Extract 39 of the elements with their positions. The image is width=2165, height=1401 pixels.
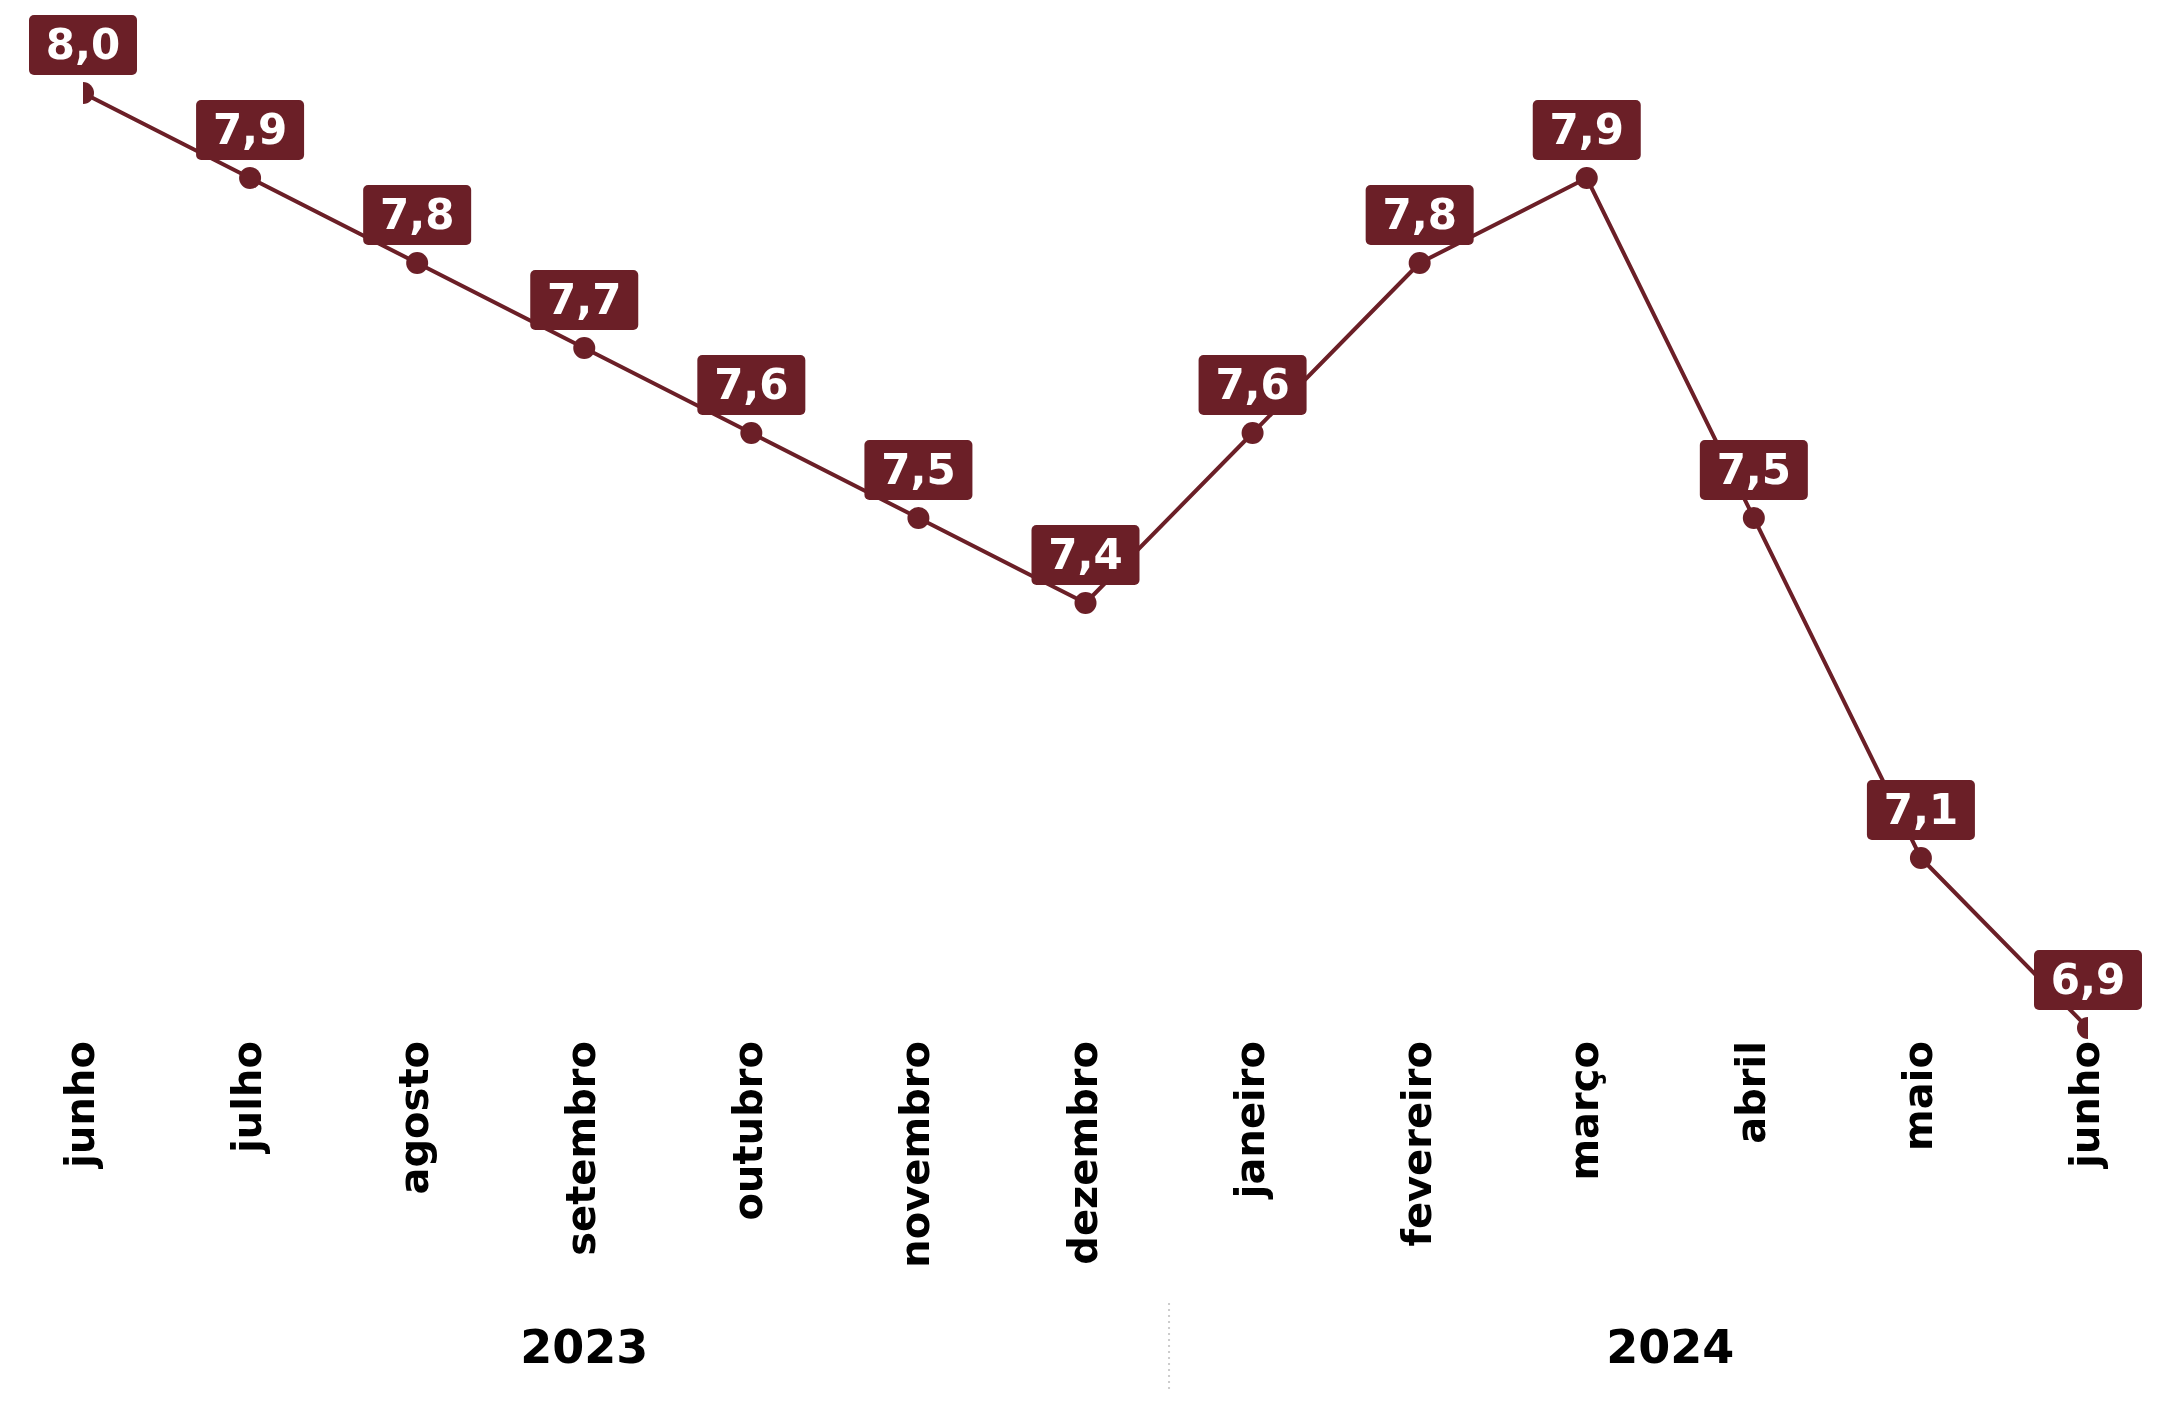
x-tick-label: novembro (892, 1041, 939, 1268)
text: 2023 (519, 1320, 650, 1374)
data-label: 7,6 (714, 359, 789, 409)
x-tick-label: agosto (391, 1041, 438, 1195)
data-label: 7,8 (379, 189, 455, 239)
point (1241, 422, 1264, 444)
data-label: 6,9 (2050, 954, 2126, 1004)
x-tick-label: março (1560, 1041, 1607, 1181)
point (1909, 847, 1932, 869)
data-label: 7,6 (1215, 359, 1290, 409)
point (1408, 252, 1431, 274)
x-tick-label: janeiro (1226, 1041, 1273, 1201)
data-label: 7,5 (881, 444, 956, 494)
point (1074, 592, 1097, 614)
point (740, 422, 763, 444)
x-tick-label: julho (224, 1041, 271, 1155)
data-label: 7,9 (1549, 104, 1624, 154)
data-label: 7,4 (1048, 529, 1123, 579)
point (239, 167, 262, 189)
x-tick-label: junho (57, 1041, 103, 1170)
x-tick-label: abril (1727, 1041, 1774, 1144)
x-tick-label: junho (2062, 1041, 2108, 1170)
point (573, 337, 596, 359)
data-label: 7,1 (1883, 784, 1959, 834)
point (406, 252, 429, 274)
data-label: 7,9 (212, 104, 288, 154)
x-tick-label: outubro (725, 1041, 772, 1221)
x-tick-label: setembro (558, 1041, 605, 1256)
point (1575, 167, 1598, 189)
data-label: 8,0 (45, 19, 121, 69)
x-tick-label: maio (1894, 1041, 1941, 1151)
data-label: 7,8 (1382, 189, 1457, 239)
data-label: 7,5 (1716, 444, 1792, 494)
text: 2024 (1605, 1320, 1736, 1374)
x-tick-label: dezembro (1059, 1041, 1106, 1265)
data-label: 7,7 (547, 274, 622, 324)
point (1742, 507, 1765, 529)
x-tick-label: fevereiro (1393, 1041, 1440, 1247)
point (907, 507, 930, 529)
